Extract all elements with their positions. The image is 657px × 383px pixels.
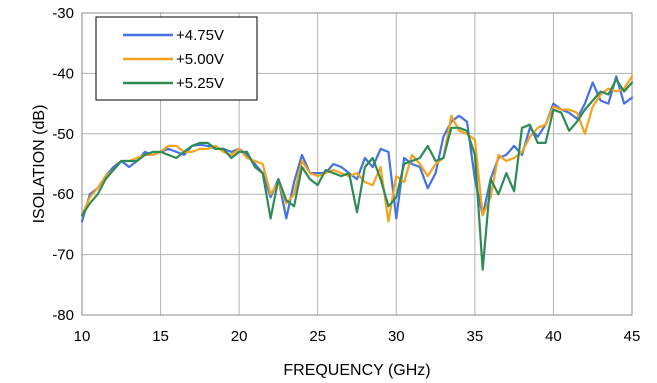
plot-area-border [81, 12, 633, 316]
y-tick-labels: -30 -40 -50 -60 -70 -80 [52, 5, 74, 324]
legend-label: +5.25V [176, 75, 224, 92]
series-line [80, 78, 634, 271]
x-tick-label: 15 [152, 328, 169, 345]
series-line [80, 75, 634, 223]
legend-label: +4.75V [176, 27, 224, 44]
x-tick-label: 40 [545, 328, 562, 345]
series-layer [80, 75, 634, 271]
legend: +4.75V +5.00V +5.25V [95, 16, 258, 101]
x-tick-label: 10 [74, 328, 91, 345]
y-tick-label: -40 [52, 65, 74, 82]
legend-box [95, 16, 258, 101]
y-tick-label: -80 [52, 307, 74, 324]
legend-label: +5.00V [176, 51, 224, 68]
x-axis-title: FREQUENCY (GHz) [283, 362, 430, 379]
x-tick-label: 30 [388, 328, 405, 345]
x-tick-label: 25 [309, 328, 326, 345]
y-tick-label: -30 [52, 5, 74, 22]
y-tick-label: -60 [52, 186, 74, 203]
series-line [80, 75, 634, 223]
x-tick-label: 35 [467, 328, 484, 345]
x-tick-labels: 10 15 20 25 30 35 40 45 [74, 328, 641, 345]
y-axis-title: ISOLATION (dB) [31, 105, 48, 224]
y-tick-label: -70 [52, 247, 74, 264]
y-tick-label: -50 [52, 126, 74, 143]
x-tick-label: 45 [624, 328, 641, 345]
x-tick-label: 20 [231, 328, 248, 345]
